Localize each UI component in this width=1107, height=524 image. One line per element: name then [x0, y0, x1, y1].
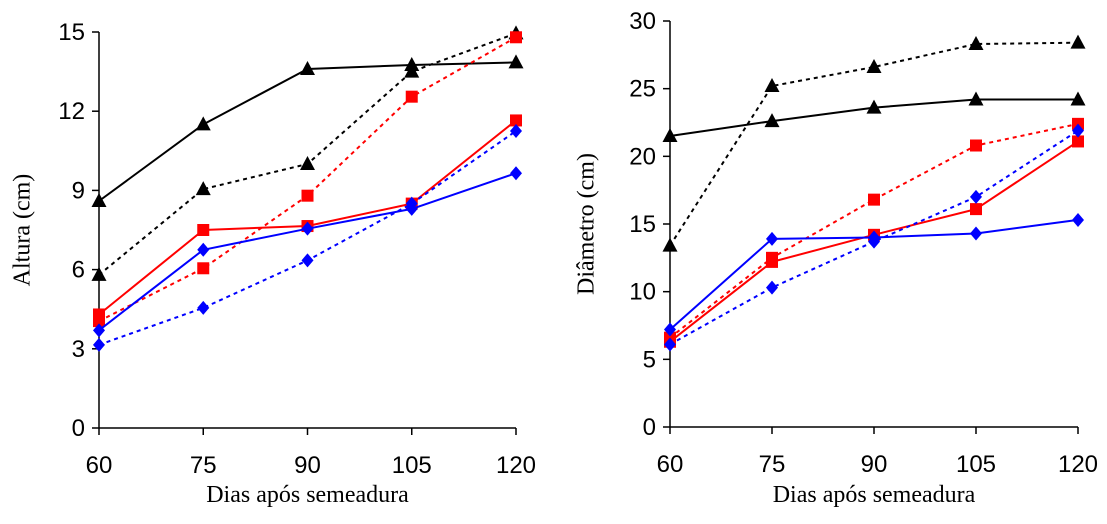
altura-series-5-point	[301, 221, 314, 236]
diametro-series-4-point	[970, 139, 982, 152]
diametro-series-6-point	[766, 280, 778, 295]
altura-series-5-point	[197, 242, 210, 257]
diametro-y-tick-label: 30	[629, 8, 656, 35]
diametro-series-2-point	[764, 77, 780, 92]
diametro-series-1-point	[764, 113, 780, 128]
diametro-series-4-point	[766, 251, 778, 264]
diametro-y-tick-label: 25	[629, 76, 656, 103]
diametro-series-1-point	[662, 128, 678, 143]
diametro-x-tick-label: 120	[1058, 451, 1098, 478]
altura-series-6-point	[197, 300, 210, 315]
diametro-series-2-point	[866, 59, 882, 74]
altura-y-tick-label: 9	[72, 177, 85, 204]
diametro-x-axis-title: Dias após semeadura	[773, 482, 976, 508]
altura-series-6-point	[405, 196, 418, 211]
altura-series-1-point	[300, 60, 315, 75]
altura-series-6-point	[301, 253, 314, 268]
altura-x-tick-label: 75	[190, 452, 217, 479]
diametro-x-tick-label: 90	[861, 451, 888, 478]
altura-series-3-line	[98, 119, 517, 316]
diametro-y-tick-label: 20	[629, 143, 656, 170]
altura-series-2-point	[404, 63, 420, 78]
diametro-series-3-point	[970, 203, 982, 216]
diametro-series-6-point	[868, 234, 880, 249]
altura-y-tick-label: 12	[58, 98, 85, 125]
diametro-y-tick-label: 10	[629, 279, 656, 306]
altura-series-3-point	[510, 114, 522, 127]
altura-x-tick-label: 105	[392, 452, 432, 479]
altura-series-2-point	[300, 156, 315, 170]
diametro-series-5-point	[766, 231, 778, 246]
altura-series-1-point	[508, 54, 524, 69]
altura-x-tick-label: 120	[496, 452, 536, 479]
altura-series-1-line	[98, 61, 517, 202]
altura-series-4-point	[197, 262, 210, 275]
altura-chart: 0 3 6 9 12 15 60 75 90 105 120 Dias após semeadura A…	[10, 19, 537, 508]
altura-series-4-line	[98, 36, 517, 322]
altura-x-axis-title: Dias após semeadura	[206, 482, 409, 508]
diametro-y-tick-label: 15	[629, 211, 656, 238]
altura-y-tick-label: 0	[72, 415, 85, 442]
diametro-series-2-line	[669, 41, 1079, 247]
diametro-series-2-point	[968, 36, 984, 51]
diametro-x-tick-label: 60	[657, 451, 684, 478]
diametro-x-tick-label: 75	[759, 451, 786, 478]
altura-series-1-point	[195, 116, 211, 131]
diametro-series-1-point	[1070, 91, 1086, 106]
diametro-y-tick-label: 0	[643, 414, 656, 441]
altura-series-2-point	[195, 181, 211, 196]
altura-series-4-point	[510, 31, 522, 44]
altura-series-3-point	[197, 224, 210, 236]
diametro-series-5-point	[970, 226, 982, 241]
altura-y-tick-label: 3	[72, 336, 85, 363]
diametro-series-6-point	[1072, 123, 1084, 138]
altura-series-4-point	[405, 90, 418, 103]
altura-y-tick-label: 6	[72, 257, 85, 284]
diametro-chart: 0 5 10 15 20 25 30 60 75 90 105 120 Dias após semead…	[574, 8, 1099, 508]
altura-y-tick-label: 15	[58, 19, 85, 46]
diametro-series-5-point	[1072, 212, 1084, 227]
altura-series-1-point	[91, 192, 107, 207]
altura-y-axis-title: Altura (cm)	[10, 174, 36, 287]
diametro-series-6-point	[970, 189, 982, 204]
diametro-x-tick-label: 105	[956, 451, 996, 478]
diametro-y-axis-title: Diâmetro (cm)	[574, 153, 600, 295]
diametro-series-1-point	[968, 91, 984, 106]
diametro-y-tick-label: 5	[643, 346, 656, 373]
diametro-series-1-point	[866, 99, 882, 114]
altura-series-6-point	[93, 337, 105, 352]
diametro-series-5-point	[664, 322, 676, 337]
diametro-series-3-point	[1072, 135, 1084, 148]
altura-x-tick-label: 60	[86, 452, 113, 479]
altura-series-4-point	[301, 189, 314, 202]
diametro-series-4-point	[868, 193, 880, 206]
altura-series-4-point	[93, 315, 105, 328]
altura-series-2-point	[91, 266, 107, 281]
altura-series-5-point	[93, 323, 105, 338]
altura-series-6-point	[510, 124, 522, 138]
altura-series-5-point	[510, 166, 522, 181]
diametro-series-6-point	[664, 337, 676, 352]
altura-x-tick-label: 90	[294, 452, 321, 479]
diametro-series-2-point	[662, 237, 678, 252]
diametro-series-2-point	[1070, 34, 1086, 49]
